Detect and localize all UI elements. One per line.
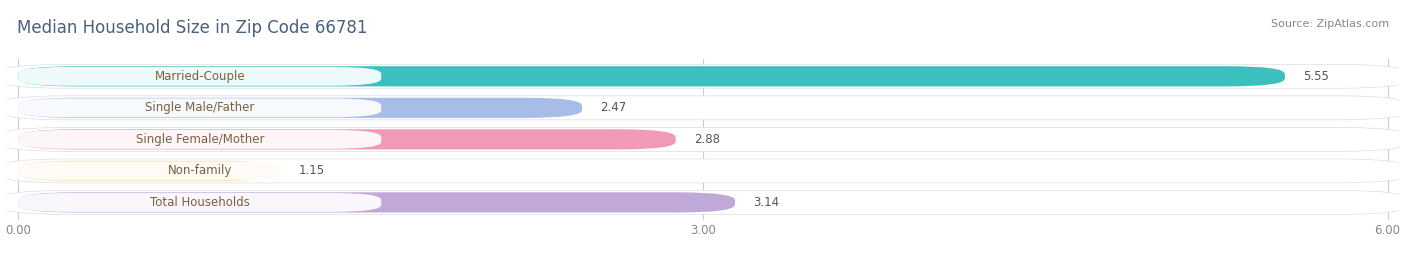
FancyBboxPatch shape bbox=[0, 191, 1406, 214]
Text: Median Household Size in Zip Code 66781: Median Household Size in Zip Code 66781 bbox=[17, 19, 367, 37]
FancyBboxPatch shape bbox=[0, 64, 1406, 88]
Text: 2.47: 2.47 bbox=[600, 101, 627, 114]
FancyBboxPatch shape bbox=[18, 192, 735, 213]
FancyBboxPatch shape bbox=[18, 98, 381, 117]
FancyBboxPatch shape bbox=[18, 67, 381, 86]
FancyBboxPatch shape bbox=[0, 159, 1406, 183]
FancyBboxPatch shape bbox=[18, 161, 281, 181]
FancyBboxPatch shape bbox=[18, 130, 381, 149]
Text: 2.88: 2.88 bbox=[695, 133, 720, 146]
Text: Single Male/Father: Single Male/Father bbox=[145, 101, 254, 114]
FancyBboxPatch shape bbox=[18, 193, 381, 212]
Text: Source: ZipAtlas.com: Source: ZipAtlas.com bbox=[1271, 19, 1389, 29]
FancyBboxPatch shape bbox=[0, 127, 1406, 151]
Text: Total Households: Total Households bbox=[150, 196, 250, 209]
FancyBboxPatch shape bbox=[18, 161, 381, 180]
FancyBboxPatch shape bbox=[0, 96, 1406, 120]
FancyBboxPatch shape bbox=[18, 129, 676, 150]
FancyBboxPatch shape bbox=[18, 98, 582, 118]
FancyBboxPatch shape bbox=[18, 66, 1285, 86]
Text: Married-Couple: Married-Couple bbox=[155, 70, 245, 83]
Text: 1.15: 1.15 bbox=[299, 164, 325, 177]
Text: 5.55: 5.55 bbox=[1303, 70, 1329, 83]
Text: Single Female/Mother: Single Female/Mother bbox=[135, 133, 264, 146]
Text: Non-family: Non-family bbox=[167, 164, 232, 177]
Text: 3.14: 3.14 bbox=[754, 196, 779, 209]
